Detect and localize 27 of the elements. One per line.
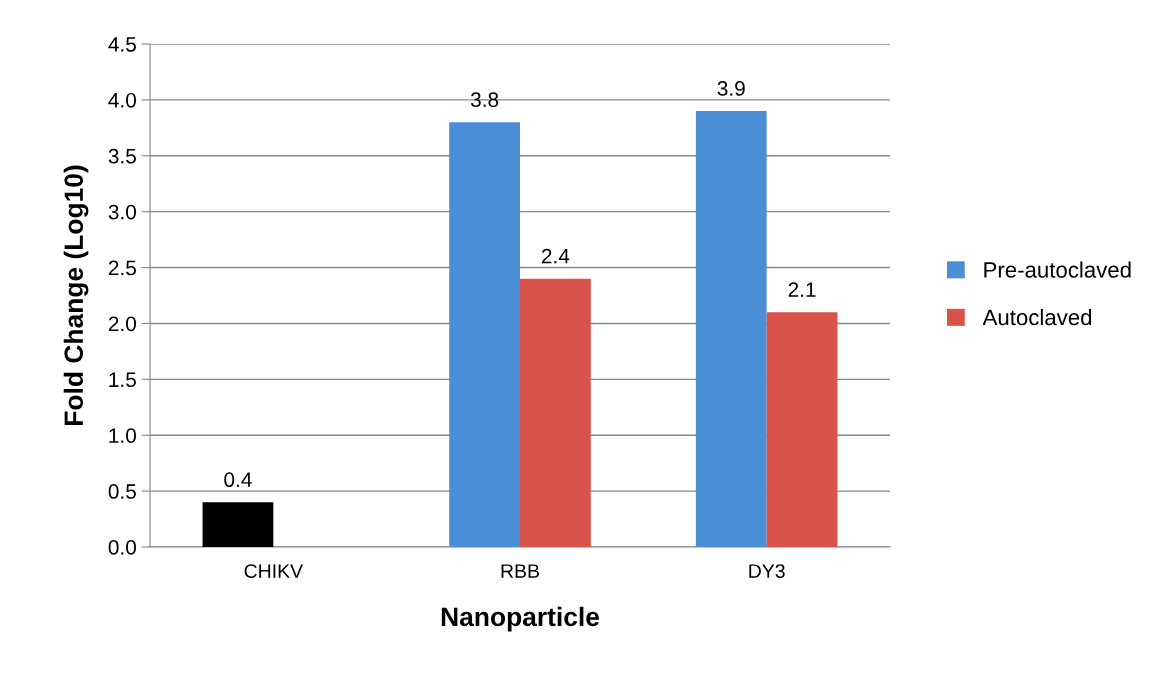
x-tick-label: DY3 <box>749 564 785 578</box>
y-tick-label: 0.5 <box>108 484 136 499</box>
bar <box>202 502 274 547</box>
bar <box>766 312 838 547</box>
bar <box>520 278 591 547</box>
y-tick-label: 2.5 <box>108 260 136 276</box>
data-label: 2.1 <box>788 282 816 297</box>
legend-label: Pre-autoclaved <box>984 261 1131 278</box>
y-tick-label: 3.5 <box>108 148 136 164</box>
data-label: 2.4 <box>541 248 570 264</box>
y-tick-label: 1.0 <box>109 428 136 443</box>
x-axis-title: Nanoparticle <box>441 606 600 632</box>
y-tick-label: 1.5 <box>109 372 136 388</box>
y-tick-label: 4.0 <box>108 92 136 108</box>
bar <box>449 122 520 547</box>
legend-label: Autoclaved <box>982 308 1092 326</box>
y-tick-label: 0.0 <box>108 540 136 555</box>
bar <box>695 111 767 547</box>
y-tick-label: 2.0 <box>108 316 136 332</box>
data-label: 3.8 <box>470 92 499 108</box>
y-axis-title: Fold Change (Log10) <box>63 165 89 425</box>
x-tick-label: CHIKV <box>244 564 303 578</box>
y-tick-label: 3.0 <box>108 204 136 220</box>
data-label: 3.9 <box>717 81 745 96</box>
x-tick-label: RBB <box>501 564 539 578</box>
y-tick-label: 4.5 <box>108 37 136 52</box>
data-label: 0.4 <box>224 472 252 488</box>
